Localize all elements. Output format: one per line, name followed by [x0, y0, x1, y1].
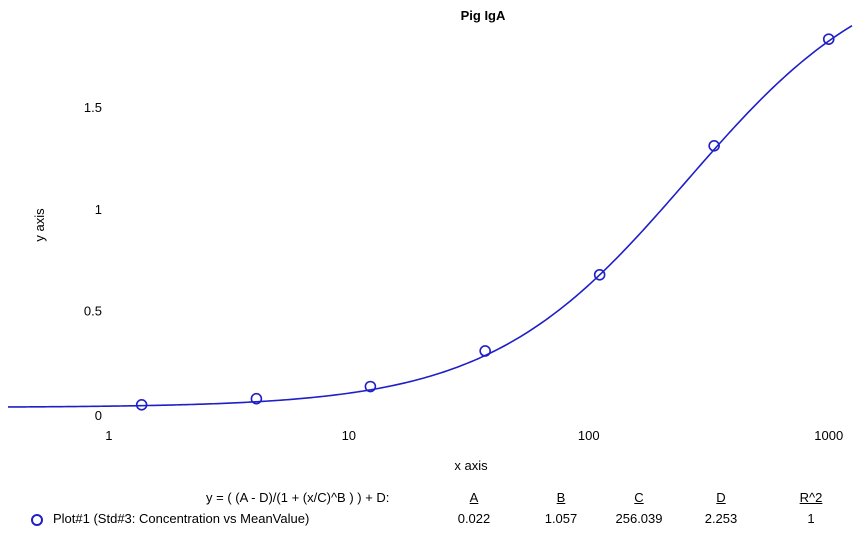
chart: Pig IgA y axis x axis 0 0.5 1 1.5 1 10 100 100… [7, 8, 853, 473]
x-tick-labels: 1 10 100 1000 [105, 428, 843, 443]
param-header-a: A [469, 490, 479, 505]
data-point [364, 380, 377, 393]
param-header-r2: R^2 [799, 490, 823, 505]
chart-title: Pig IgA [461, 8, 506, 23]
legend-series-row: Plot#1 (Std#3: Concentration vs MeanValu… [0, 511, 856, 529]
param-header-b: B [556, 490, 566, 505]
param-value-d: 2.253 [704, 511, 738, 526]
data-points [135, 33, 835, 411]
data-point [479, 345, 491, 357]
x-axis-title: x axis [454, 458, 488, 473]
fit-equation: y = ( (A - D)/(1 + (x/C)^B ) ) + D: [206, 490, 390, 505]
legend-header-row: y = ( (A - D)/(1 + (x/C)^B ) ) + D: A B … [0, 490, 856, 508]
param-value-b: 1.057 [544, 511, 578, 526]
series-label: Plot#1 (Std#3: Concentration vs MeanValu… [53, 511, 310, 526]
x-tick-label: 10 [342, 428, 356, 443]
y-tick-label: 1 [95, 202, 102, 217]
data-point [135, 398, 148, 411]
y-axis-title: y axis [32, 208, 47, 242]
x-tick-label: 1000 [814, 428, 843, 443]
param-header-d: D [716, 490, 726, 505]
data-point [593, 268, 606, 281]
param-value-a: 0.022 [457, 511, 491, 526]
fit-curve [7, 24, 853, 408]
x-tick-label: 100 [578, 428, 600, 443]
series-marker-icon [31, 514, 43, 526]
param-value-r2: 1 [807, 511, 815, 526]
data-point [250, 392, 263, 405]
y-tick-label: 0 [95, 408, 102, 423]
y-tick-label: 0.5 [84, 303, 102, 318]
x-tick-label: 1 [105, 428, 112, 443]
param-value-c: 256.039 [615, 511, 663, 526]
y-tick-labels: 0 0.5 1 1.5 [84, 100, 102, 423]
y-tick-label: 1.5 [84, 100, 102, 115]
data-point [822, 33, 835, 45]
data-point [708, 139, 720, 152]
param-header-c: C [634, 490, 644, 505]
